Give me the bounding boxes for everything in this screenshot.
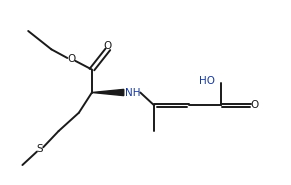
Polygon shape xyxy=(92,89,124,96)
Text: NH: NH xyxy=(125,88,140,97)
Text: HO: HO xyxy=(199,75,215,86)
Text: O: O xyxy=(68,54,76,64)
Text: S: S xyxy=(36,144,43,154)
Text: O: O xyxy=(104,41,112,51)
Text: O: O xyxy=(250,100,258,110)
